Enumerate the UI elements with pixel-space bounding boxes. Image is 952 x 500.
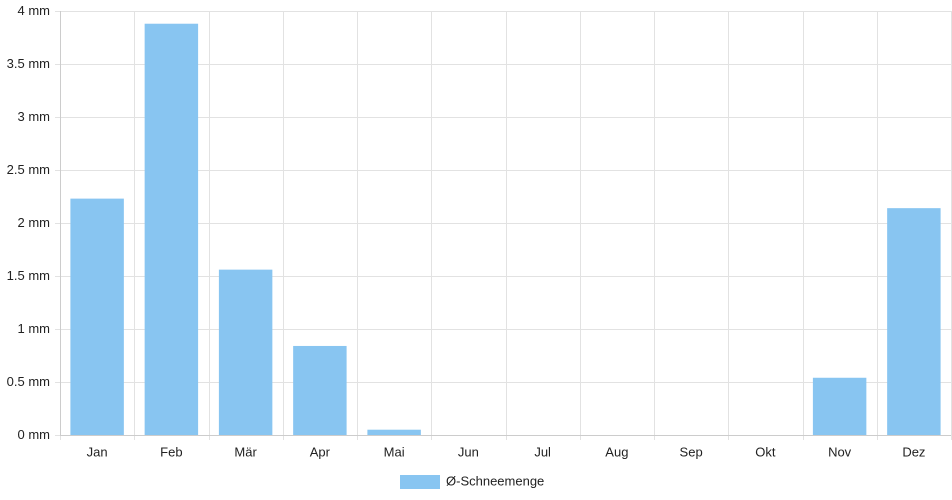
- x-tick-label: Jun: [458, 444, 479, 459]
- x-tick-label: Dez: [902, 444, 925, 459]
- x-tick-label: Nov: [828, 444, 852, 459]
- y-tick-label: 1 mm: [18, 321, 51, 336]
- legend-swatch: [400, 475, 440, 489]
- x-tick-label: Jan: [87, 444, 108, 459]
- y-tick-label: 0.5 mm: [7, 374, 50, 389]
- y-tick-label: 3 mm: [18, 109, 51, 124]
- y-tick-label: 4 mm: [18, 3, 51, 18]
- x-tick-label: Apr: [310, 444, 331, 459]
- y-tick-label: 1.5 mm: [7, 268, 50, 283]
- bar: [293, 345, 347, 435]
- y-tick-label: 2 mm: [18, 215, 51, 230]
- bar: [70, 198, 124, 435]
- y-tick-label: 2.5 mm: [7, 162, 50, 177]
- x-tick-label: Okt: [755, 444, 776, 459]
- bar: [887, 208, 941, 435]
- x-tick-label: Mai: [384, 444, 405, 459]
- bar: [144, 23, 199, 435]
- x-tick-label: Jul: [534, 444, 551, 459]
- x-tick-label: Feb: [160, 444, 182, 459]
- bar: [812, 377, 867, 435]
- x-tick-label: Sep: [680, 444, 703, 459]
- bar: [367, 429, 421, 435]
- legend-label: Ø-Schneemenge: [446, 473, 544, 488]
- x-tick-label: Aug: [605, 444, 628, 459]
- bar: [218, 269, 273, 435]
- y-tick-label: 0 mm: [18, 427, 51, 442]
- x-tick-label: Mär: [234, 444, 257, 459]
- y-tick-label: 3.5 mm: [7, 56, 50, 71]
